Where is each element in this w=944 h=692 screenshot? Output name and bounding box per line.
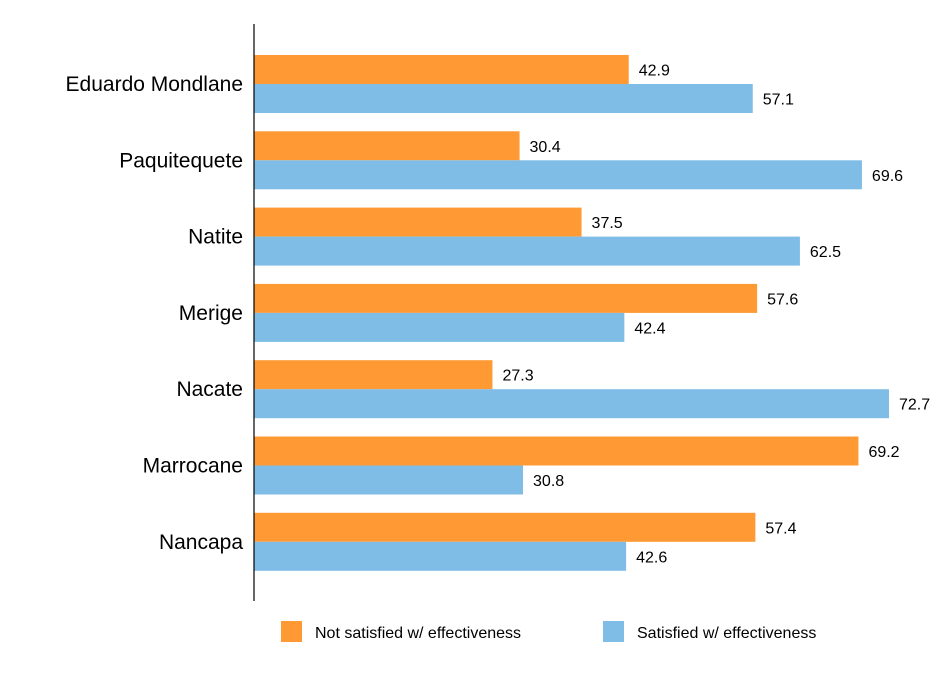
bar-natite-not-satisfied: [254, 207, 582, 237]
bar-nacate-satisfied: [254, 389, 890, 419]
legend-label-satisfied: Satisfied w/ effectiveness: [637, 625, 816, 642]
data-label-natite-not-satisfied: 37.5: [592, 215, 623, 232]
data-label-nancapa-satisfied: 42.6: [636, 549, 667, 566]
labels-layer: 42.9 57.1 Eduardo Mondlane 30.4 69.6 Paquiteq…: [66, 63, 931, 567]
legend-swatch-satisfied: [603, 621, 624, 642]
bar-eduardo-mondlane-not-satisfied: [254, 55, 629, 84]
bar-nancapa-satisfied: [254, 541, 627, 571]
bar-eduardo-mondlane-satisfied: [254, 84, 753, 113]
category-label-marrocane: Marrocane: [143, 455, 243, 478]
category-label-nacate: Nacate: [176, 378, 243, 401]
bar-paquitequete-not-satisfied: [254, 131, 520, 161]
data-label-natite-satisfied: 62.5: [810, 244, 841, 261]
category-label-eduardo-mondlane: Eduardo Mondlane: [66, 73, 243, 96]
data-label-merige-satisfied: 42.4: [634, 320, 665, 337]
data-label-merige-not-satisfied: 57.6: [767, 291, 798, 308]
data-label-nancapa-not-satisfied: 57.4: [765, 520, 796, 537]
data-label-paquitequete-satisfied: 69.6: [872, 168, 903, 185]
bar-marrocane-not-satisfied: [254, 436, 859, 466]
bar-paquitequete-satisfied: [254, 160, 862, 190]
data-label-nacate-satisfied: 72.7: [899, 397, 930, 414]
legend-label-not-satisfied: Not satisfied w/ effectiveness: [315, 625, 521, 642]
data-label-eduardo-mondlane-not-satisfied: 42.9: [639, 63, 670, 80]
bar-merige-satisfied: [254, 312, 625, 342]
category-label-nancapa: Nancapa: [159, 531, 243, 554]
data-label-eduardo-mondlane-satisfied: 57.1: [763, 92, 794, 109]
bars-layer: [254, 55, 890, 571]
data-label-nacate-not-satisfied: 27.3: [502, 368, 533, 385]
data-label-marrocane-not-satisfied: 69.2: [868, 444, 899, 461]
category-label-merige: Merige: [179, 302, 243, 325]
category-label-paquitequete: Paquitequete: [119, 149, 243, 172]
legend-swatch-not-satisfied: [281, 621, 302, 642]
bar-marrocane-satisfied: [254, 465, 524, 495]
bar-nancapa-not-satisfied: [254, 512, 756, 542]
bar-merige-not-satisfied: [254, 283, 758, 313]
legend: Not satisfied w/ effectiveness Satisfied …: [281, 621, 816, 642]
category-label-natite: Natite: [188, 226, 243, 249]
data-label-marrocane-satisfied: 30.8: [533, 473, 564, 490]
bar-natite-satisfied: [254, 236, 800, 266]
bar-nacate-not-satisfied: [254, 360, 493, 390]
data-label-paquitequete-not-satisfied: 30.4: [530, 139, 561, 156]
